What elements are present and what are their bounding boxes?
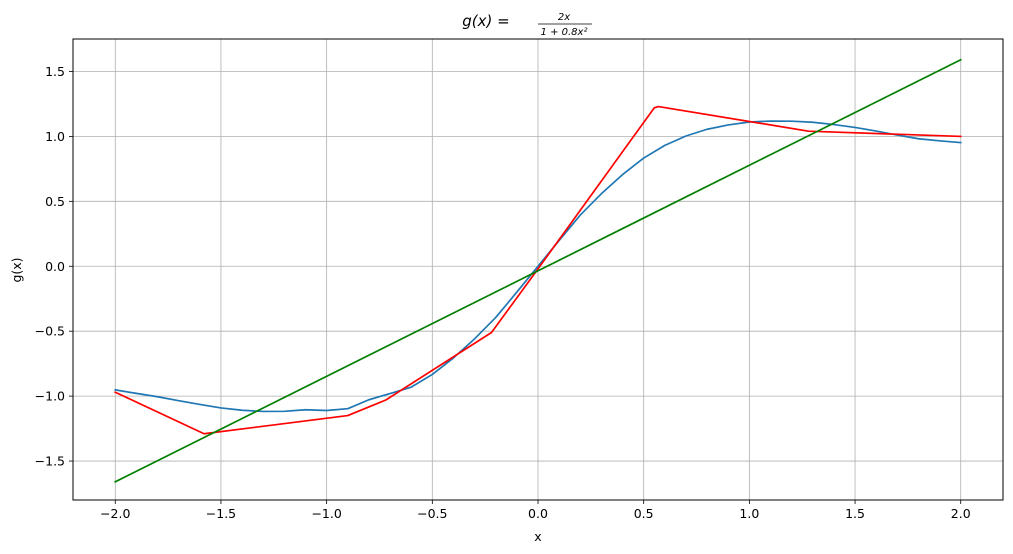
title-numerator: 2x [558,12,570,23]
y-axis-label: g(x) [9,257,24,282]
x-tick-label: 2.0 [951,506,971,521]
y-tick-label: 0.5 [45,194,65,209]
y-tick-label: 1.5 [45,64,65,79]
x-tick-label: 0.0 [528,506,548,521]
series-group [114,58,962,483]
x-tick-label: −2.0 [100,506,130,521]
ticks: −2.0 −1.5 −1.0 −0.5 0.0 0.5 1.0 1.5 2.0 −1.5 −1.0 −… [35,64,971,521]
x-tick-label: 1.0 [739,506,759,521]
y-tick-label: −1.5 [35,454,65,469]
x-tick-label: −1.5 [206,506,236,521]
title-denominator: 1 + 0.8x² [541,27,588,38]
x-tick-label: 0.5 [634,506,654,521]
y-tick-label: 0.0 [45,259,65,274]
series-line-3 [114,58,962,483]
x-tick-label: −1.0 [311,506,341,521]
chart-title: g(x) = 2x 1 + 0.8x² [462,12,592,38]
y-tick-label: −1.0 [35,389,65,404]
title-lhs: g(x) = [462,12,509,30]
y-tick-label: −0.5 [35,324,65,339]
y-tick-label: 1.0 [45,129,65,144]
x-tick-label: 1.5 [845,506,865,521]
x-tick-label: −0.5 [417,506,447,521]
x-axis-label: x [534,529,541,544]
series-line-2 [114,105,962,435]
